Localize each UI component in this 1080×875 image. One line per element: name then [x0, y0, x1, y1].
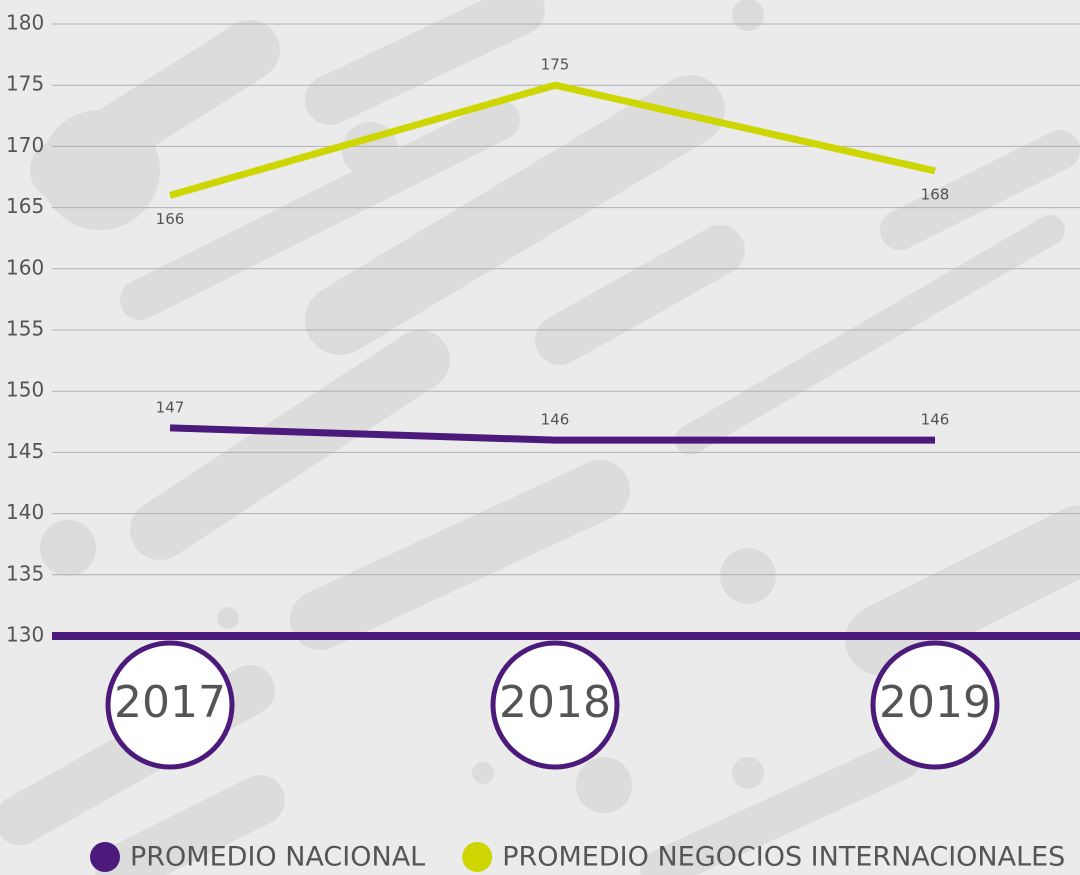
- data-label: 166: [156, 210, 185, 228]
- year-badge: [105, 640, 235, 770]
- data-label: 168: [921, 185, 950, 203]
- series-line: [169, 424, 935, 444]
- y-tick-label: 140: [6, 500, 44, 524]
- y-tick-label: 160: [6, 255, 44, 279]
- x-tick-label: 2018: [499, 677, 611, 728]
- data-label: 147: [156, 398, 185, 416]
- y-tick-label: 155: [6, 317, 44, 341]
- y-tick-label: 130: [6, 623, 44, 647]
- y-tick-label: 165: [6, 194, 44, 218]
- y-tick-label: 175: [6, 72, 44, 96]
- x-tick-label: 2019: [879, 677, 991, 728]
- x-tick-label: 2017: [114, 677, 226, 728]
- legend-label: PROMEDIO NACIONAL: [130, 842, 425, 873]
- legend-swatch: [462, 842, 493, 872]
- series-line: [169, 81, 936, 199]
- data-label: 146: [541, 411, 570, 429]
- legend-swatch: [90, 842, 120, 872]
- legend-label: PROMEDIO NEGOCIOS INTERNACIONALES: [502, 842, 1065, 873]
- y-tick-label: 150: [6, 378, 44, 402]
- year-badge: [490, 640, 620, 770]
- data-label: 146: [921, 411, 950, 429]
- data-label: 175: [541, 56, 570, 74]
- y-tick-label: 145: [6, 439, 44, 463]
- y-tick-label: 170: [6, 133, 44, 157]
- y-tick-label: 180: [6, 11, 44, 35]
- year-badge: [870, 640, 1000, 770]
- y-tick-label: 135: [6, 561, 44, 585]
